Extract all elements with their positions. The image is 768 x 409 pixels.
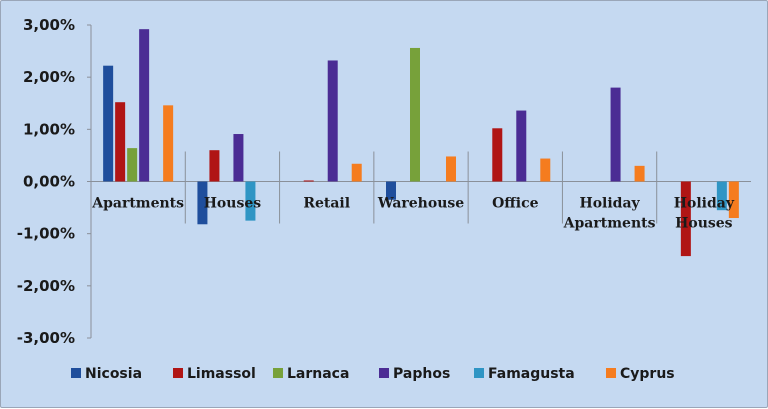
y-tick-label: 3,00%	[23, 16, 75, 34]
bar	[245, 181, 256, 221]
category-label: Office	[492, 196, 539, 212]
y-tick-label: -3,00%	[17, 329, 75, 347]
bar	[103, 65, 114, 182]
y-tick-label: 0,00%	[23, 173, 75, 191]
bar	[386, 181, 396, 200]
category-label: Apartments	[91, 196, 184, 212]
legend-label: Nicosia	[85, 366, 142, 382]
category-label: Holiday	[674, 196, 735, 212]
bar	[163, 105, 174, 182]
bar	[209, 150, 220, 182]
legend-swatch	[273, 368, 283, 378]
bar	[303, 180, 314, 182]
legend-swatch	[379, 368, 389, 378]
legend-swatch	[71, 368, 81, 378]
legend-label: Paphos	[393, 366, 450, 382]
legend-swatch	[606, 368, 616, 378]
bar	[197, 181, 208, 225]
category-label: Warehouse	[377, 196, 464, 212]
legend-swatch	[474, 368, 484, 378]
category-label: Apartments	[563, 216, 656, 232]
bar	[728, 181, 739, 219]
bar	[115, 102, 126, 182]
legend-swatch	[173, 368, 183, 378]
bar	[410, 47, 420, 182]
bar	[610, 87, 621, 182]
bar	[127, 148, 138, 182]
bar	[446, 156, 456, 182]
bar	[540, 158, 551, 182]
category-label: Houses	[204, 196, 262, 212]
y-tick-label: 1,00%	[23, 120, 75, 138]
bar	[716, 181, 727, 211]
bar	[327, 60, 338, 182]
y-tick-label: 2,00%	[23, 68, 75, 86]
y-tick-label: -1,00%	[17, 225, 75, 243]
y-tick-label: -2,00%	[17, 277, 75, 295]
bar	[680, 181, 691, 257]
bar	[351, 163, 362, 182]
bar	[492, 128, 503, 182]
category-label: Houses	[675, 216, 733, 232]
category-label: Holiday	[579, 196, 640, 212]
legend-label: Limassol	[187, 366, 256, 382]
legend-label: Cyprus	[620, 366, 675, 382]
bar	[233, 134, 244, 182]
bar	[516, 110, 527, 182]
legend-label: Famagusta	[488, 366, 575, 382]
bar	[634, 165, 645, 182]
bar	[139, 29, 150, 182]
legend-label: Larnaca	[287, 366, 349, 382]
category-label: Retail	[303, 196, 350, 212]
